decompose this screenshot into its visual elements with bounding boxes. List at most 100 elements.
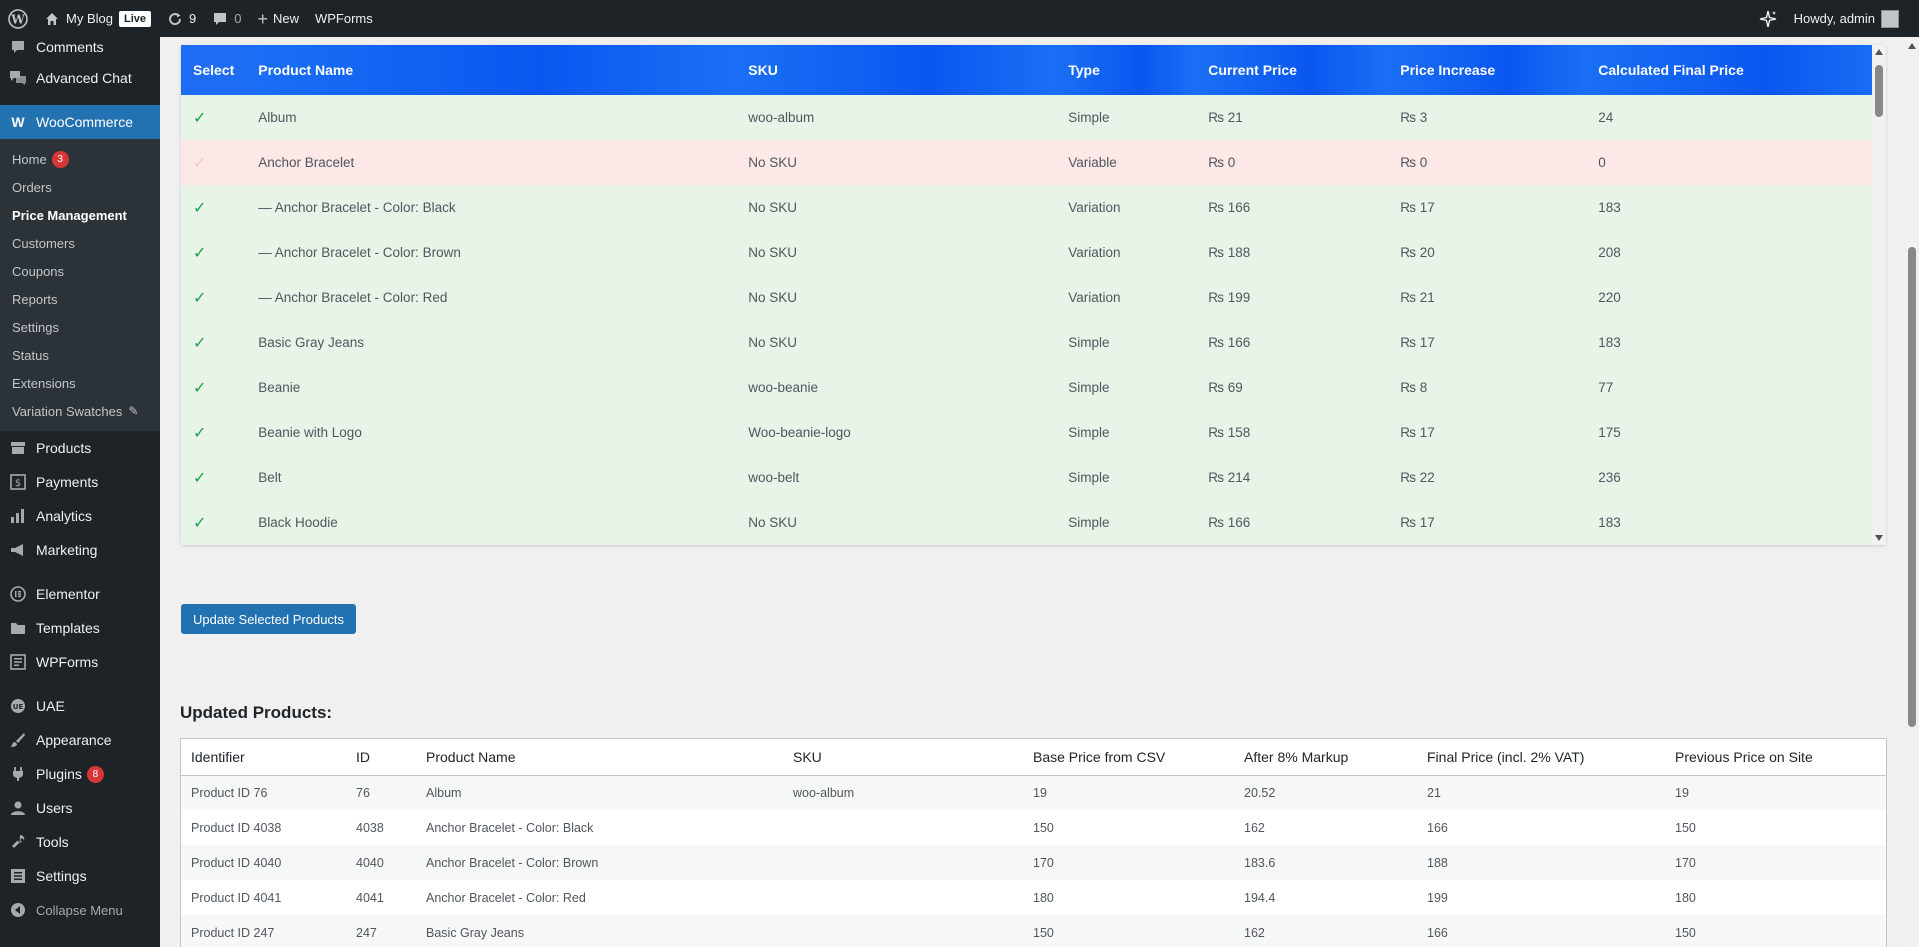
column-header-calculated-final-price: Calculated Final Price — [1586, 45, 1886, 95]
menu-analytics[interactable]: Analytics — [0, 499, 160, 533]
after-markup-cell: 162 — [1234, 915, 1417, 947]
table-scrollbar-thumb[interactable] — [1875, 65, 1883, 117]
page-scrollbar[interactable] — [1905, 37, 1919, 947]
menu-marketing[interactable]: Marketing — [0, 533, 160, 567]
user-icon — [8, 798, 28, 818]
select-cell[interactable]: ✓ — [181, 455, 247, 500]
menu-users[interactable]: Users — [0, 791, 160, 825]
menu-tools[interactable]: Tools — [0, 825, 160, 859]
column-header-product-name: Product Name — [416, 739, 783, 776]
type-cell: Variable — [1056, 140, 1197, 185]
wpforms-link[interactable]: WPForms — [307, 0, 381, 37]
checkmark-icon[interactable]: ✓ — [193, 244, 207, 262]
menu-woocommerce[interactable]: W WooCommerce — [0, 105, 160, 139]
select-cell[interactable]: ✓ — [181, 500, 247, 545]
table-row: ✓ — Anchor Bracelet - Color: Black No SKU V… — [181, 185, 1886, 230]
menu-products[interactable]: Products — [0, 431, 160, 465]
menu-settings-label: Settings — [36, 868, 87, 884]
submenu-status[interactable]: Status — [0, 341, 160, 369]
wordpress-logo-icon[interactable]: W — [0, 0, 36, 37]
final-price-cell: 236 — [1586, 455, 1886, 500]
column-header-select: Select — [181, 45, 247, 95]
updates-link[interactable]: 9 — [159, 0, 204, 37]
site-name-link[interactable]: My Blog Live — [36, 0, 159, 37]
submenu-settings-label: Settings — [12, 319, 59, 335]
collapse-menu-button[interactable]: Collapse Menu — [0, 893, 160, 927]
page-scrollbar-thumb[interactable] — [1908, 247, 1916, 727]
comments-link[interactable]: 0 — [204, 0, 249, 37]
menu-templates[interactable]: Templates — [0, 611, 160, 645]
product-name-cell: Anchor Bracelet — [246, 140, 737, 185]
submenu-price-management-label: Price Management — [12, 207, 127, 223]
select-cell[interactable]: ✓ — [181, 410, 247, 455]
menu-appearance[interactable]: Appearance — [0, 723, 160, 757]
submenu-reports[interactable]: Reports — [0, 285, 160, 313]
final-price-cell: 0 — [1586, 140, 1886, 185]
final-price-cell: 199 — [1427, 890, 1448, 905]
table-row: ✓ Basic Gray Jeans No SKU Simple ₨ 166 ₨ 17 18… — [181, 320, 1886, 365]
menu-plugins[interactable]: Plugins 8 — [0, 757, 160, 791]
checkmark-icon[interactable]: ✓ — [193, 514, 207, 532]
woocommerce-submenu: Home 3 Orders Price Management Customers … — [0, 139, 160, 431]
menu-comments[interactable]: Comments — [0, 37, 160, 61]
submenu-price-management[interactable]: Price Management — [0, 201, 160, 229]
checkmark-icon[interactable]: ✓ — [193, 334, 207, 352]
select-cell[interactable]: ✓ — [181, 140, 247, 185]
submenu-orders[interactable]: Orders — [0, 173, 160, 201]
product-name-cell: — Anchor Bracelet - Color: Red — [246, 275, 737, 320]
submenu-orders-label: Orders — [12, 179, 52, 195]
submenu-home[interactable]: Home 3 — [0, 145, 160, 173]
menu-settings[interactable]: Settings — [0, 859, 160, 893]
uae-icon: UE — [8, 696, 28, 716]
svg-text:W: W — [10, 12, 25, 26]
select-cell[interactable]: ✓ — [181, 185, 247, 230]
submenu-customers[interactable]: Customers — [0, 229, 160, 257]
select-cell[interactable]: ✓ — [181, 95, 247, 140]
svg-text:$: $ — [15, 478, 21, 489]
scroll-down-arrow-icon[interactable] — [1875, 535, 1883, 541]
final-price-cell: 166 — [1427, 820, 1448, 835]
my-account-link[interactable]: Howdy, admin — [1786, 0, 1919, 37]
after-markup-cell: 162 — [1244, 820, 1265, 835]
submenu-coupons[interactable]: Coupons — [0, 257, 160, 285]
product-name-cell: Beanie with Logo — [246, 410, 737, 455]
menu-advanced-chat[interactable]: Advanced Chat — [0, 61, 160, 95]
column-header-price-increase: Price Increase — [1388, 45, 1587, 95]
previous-price-cell: 150 — [1665, 915, 1886, 947]
current-price-cell: ₨ 188 — [1196, 230, 1389, 275]
checkmark-icon[interactable]: ✓ — [193, 469, 207, 487]
select-cell[interactable]: ✓ — [181, 365, 247, 410]
checkmark-icon[interactable]: ✓ — [193, 109, 207, 127]
update-selected-products-button[interactable]: Update Selected Products — [181, 604, 357, 634]
previous-price-cell: 180 — [1675, 890, 1696, 905]
submenu-variation-swatches[interactable]: Variation Swatches ✎ — [0, 397, 160, 425]
checkmark-icon[interactable]: ✓ — [193, 379, 207, 397]
sparkle-icon[interactable] — [1750, 0, 1786, 37]
submenu-extensions[interactable]: Extensions — [0, 369, 160, 397]
page-scroll-up-arrow-icon[interactable] — [1908, 43, 1916, 49]
select-cell[interactable]: ✓ — [181, 275, 247, 320]
sku-cell: No SKU — [736, 140, 1057, 185]
checkmark-icon[interactable]: ✓ — [193, 289, 207, 307]
settings-sliders-icon — [8, 866, 28, 886]
scroll-up-arrow-icon[interactable] — [1875, 49, 1883, 55]
type-cell: Simple — [1056, 455, 1197, 500]
product-name-cell: — Anchor Bracelet - Color: Black — [246, 185, 737, 230]
table-scrollbar[interactable] — [1872, 45, 1886, 545]
checkmark-icon[interactable]: ✓ — [193, 424, 207, 442]
checkmark-icon[interactable]: ✓ — [193, 199, 207, 217]
type-cell: Variation — [1056, 230, 1197, 275]
price-preview-table-container[interactable]: Select Product Name SKU Type Current Pri… — [181, 45, 1886, 545]
menu-elementor[interactable]: Elementor — [0, 577, 160, 611]
select-cell[interactable]: ✓ — [181, 320, 247, 365]
final-price-cell: 220 — [1586, 275, 1886, 320]
base-price-cell: 150 — [1023, 915, 1234, 947]
menu-payments[interactable]: $ Payments — [0, 465, 160, 499]
select-cell[interactable]: ✓ — [181, 230, 247, 275]
product-name-cell: Black Hoodie — [246, 500, 737, 545]
checkbox-disabled-icon[interactable]: ✓ — [193, 154, 207, 172]
menu-uae[interactable]: UE UAE — [0, 689, 160, 723]
new-content-link[interactable]: + New — [249, 0, 307, 37]
menu-wpforms[interactable]: WPForms — [0, 645, 160, 679]
submenu-settings[interactable]: Settings — [0, 313, 160, 341]
